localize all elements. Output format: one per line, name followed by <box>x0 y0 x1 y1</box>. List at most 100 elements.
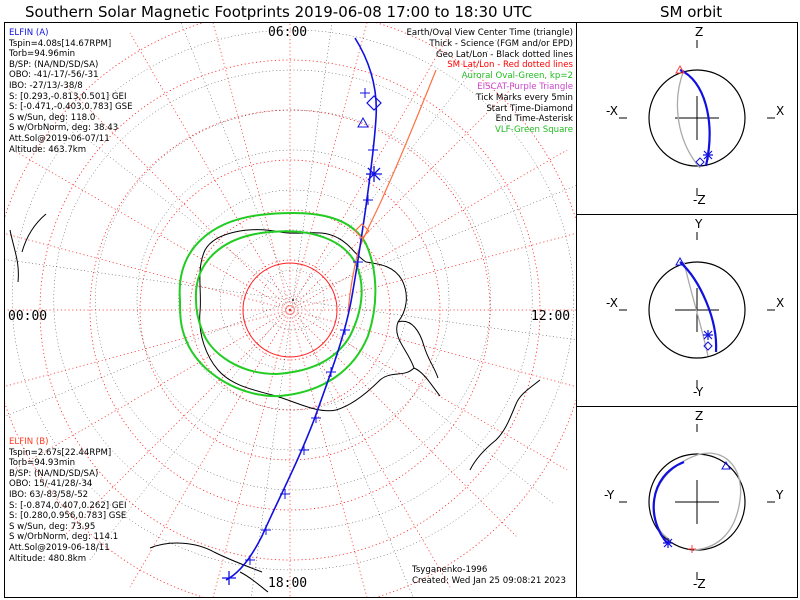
sm-longitude-line <box>289 149 568 311</box>
sm-longitude-line <box>212 309 291 597</box>
legend-item: Earth/Oval View Center Time (triangle) <box>406 28 573 38</box>
geo-longitude-line <box>5 299 294 417</box>
panel1-right-label: X <box>776 104 785 118</box>
panel2-down-label: -Y <box>693 385 704 399</box>
elfin-b-line: S w/Sun, deg: 73.95 <box>9 521 96 532</box>
sm-longitude-line <box>63 309 291 537</box>
elfin-a-line: Att.Sol@2019-06-07/11 <box>9 133 110 144</box>
elfin-a-tick-mark <box>363 195 373 205</box>
elfin-a-line: S w/OrbNorm, deg: 38.43 <box>9 123 119 134</box>
elfin-a-tick-mark <box>326 367 336 377</box>
orbit-asterisk-marker <box>703 150 713 160</box>
elfin-a-tick-mark <box>280 489 290 499</box>
elfin-a-tick-mark <box>245 555 255 565</box>
elfin-a-line: Altitude: 463.7km <box>9 144 87 155</box>
elfin-a-line: B/SP: (NA/ND/SD/SA) <box>9 59 99 70</box>
geo-latitude-circle <box>219 229 367 371</box>
africa-coastline <box>9 213 47 283</box>
elfin-b-info: ELFIN (B) Tspin=2.67s[22.44RPM] Torb=94.… <box>9 437 127 564</box>
sm-longitude-line <box>129 32 291 311</box>
orbit-triangle-marker <box>721 460 731 470</box>
sm-longitude-line <box>289 23 368 311</box>
elfin-b-line: Tspin=2.67s[22.44RPM] <box>9 447 112 458</box>
orbit-asterisk-marker <box>663 538 673 548</box>
legend: Earth/Oval View Center Time (triangle) T… <box>406 28 573 136</box>
sm-latitude-circle <box>139 159 441 461</box>
elfin-a-footprint <box>225 37 378 581</box>
legend-item: Thick - Science (FGM and/or EPD) <box>429 38 573 49</box>
legend-item: Auroral Oval-Green, kp=2 <box>461 71 573 82</box>
orbit-panel-frame <box>576 22 798 598</box>
elfin-a-tick-mark <box>353 257 363 267</box>
legend-item: End Time-Asterisk <box>495 114 573 125</box>
elfin-b-orbit-track <box>676 69 701 169</box>
elfin-a-line: S: [0.293,-0.813,0.501] GEI <box>9 91 127 102</box>
sm-pole-circle <box>242 262 338 358</box>
panel2-right-label: X <box>776 296 785 310</box>
elfin-a-line: S: [-0.471,-0.403,0.783] GSE <box>9 102 133 113</box>
model-credit: Tsyganenko-1996 <box>412 565 488 575</box>
sm-longitude-line <box>289 233 576 311</box>
sm-latitude-circle <box>39 59 541 561</box>
sm-longitude-line <box>289 309 368 597</box>
elfin-b-start-diamond <box>354 223 370 239</box>
geo-latitude-circle <box>53 69 533 531</box>
geo-longitude-line <box>292 299 554 504</box>
hour-label-06: 06:00 <box>268 25 308 40</box>
sm-longitude-line <box>5 233 291 311</box>
geo-longitude-line <box>251 299 294 597</box>
geo-longitude-line <box>32 96 294 301</box>
panel3-right-label: Y <box>776 488 784 502</box>
sm-longitude-line <box>289 309 568 471</box>
geo-longitude-line <box>180 23 294 301</box>
elfin-a-name: ELFIN (A) <box>9 28 49 38</box>
orbit-asterisk-marker <box>703 330 713 340</box>
main-title: Southern Solar Magnetic Footprints 2019-… <box>25 3 533 21</box>
hour-label-18: 18:00 <box>268 576 308 591</box>
geo-latitude-circle <box>136 149 450 451</box>
sm-longitude-line <box>289 309 576 387</box>
geo-longitude-line <box>292 185 576 301</box>
sm-longitude-line <box>212 23 291 311</box>
auroral-oval-inner <box>194 230 363 376</box>
orbit-diamond-marker <box>695 157 705 167</box>
elfin-a-info: ELFIN (A) Tspin=4.08s[14.67RPM] Torb=94.… <box>9 28 133 155</box>
geo-longitude-line <box>89 299 294 561</box>
hour-label-00: 00:00 <box>8 309 48 324</box>
orbit-triangle-marker <box>675 256 685 266</box>
earth-circle <box>648 69 746 167</box>
elfin-a-line: IBO: -27/13/-38/8 <box>9 80 83 91</box>
hour-label-12: 12:00 <box>531 309 571 324</box>
elfin-b-name: ELFIN (B) <box>9 437 49 447</box>
geo-longitude-line <box>292 299 576 341</box>
panel3-down-label: -Z <box>693 577 706 591</box>
peninsula-coastline <box>397 320 441 397</box>
elfin-b-orbit-track <box>683 261 709 357</box>
orbit-triangle-marker <box>675 64 685 74</box>
credits: Tsyganenko-1996 Created: Wed Jan 25 09:0… <box>412 565 566 587</box>
elfin-b-line: S w/OrbNorm, deg: 114.1 <box>9 532 119 543</box>
legend-item: Tick Marks every 5min <box>476 92 573 103</box>
panel2-up-label: Y <box>695 217 703 231</box>
panel1-up-label: Z <box>695 25 704 39</box>
sm-longitude-line <box>289 83 517 311</box>
sm-longitude-line <box>289 309 517 537</box>
elfin-a-tick-mark <box>261 525 271 535</box>
legend-item: Geo Lat/Lon - Black dotted lines <box>435 49 573 60</box>
sm-longitude-line <box>289 309 451 588</box>
elfin-a-start-cross <box>222 571 236 585</box>
elfin-a-center-triangle <box>357 116 369 128</box>
geo-longitude-line <box>292 23 333 301</box>
sm-longitude-line <box>12 149 291 311</box>
elfin-b-line: IBO: 63/-83/58/-52 <box>9 489 89 500</box>
panel3-up-label: Z <box>695 409 704 423</box>
panel1-down-label: -Z <box>693 193 706 207</box>
orbit-title: SM orbit <box>660 3 723 21</box>
antarctica-coastline <box>199 229 415 412</box>
sm-longitude-line <box>12 309 291 471</box>
elfin-b-line: S: [0.280,0.956,0.783] GSE <box>9 511 127 522</box>
legend-item: SM Lat/Lon - Red dotted lines <box>447 60 573 71</box>
elfin-b-footprint <box>347 69 437 313</box>
elfin-a-line: OBO: -41/-17/-56/-31 <box>9 70 99 81</box>
